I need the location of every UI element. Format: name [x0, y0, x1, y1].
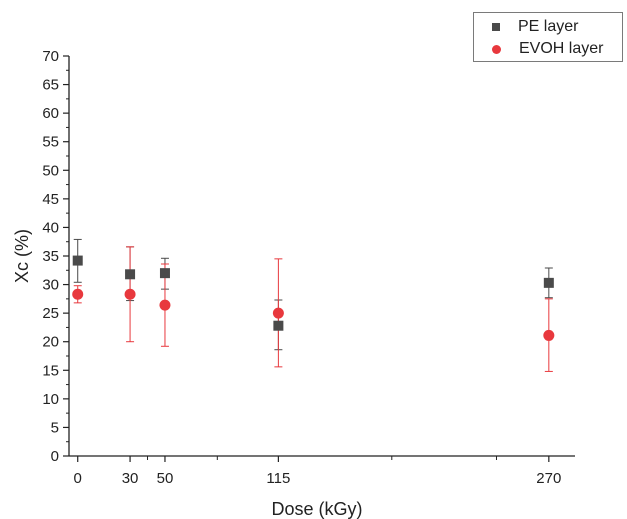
y-tick-label: 25: [42, 305, 59, 322]
evoh-point: [72, 288, 84, 300]
square-marker-icon: [492, 23, 500, 31]
legend: PE layer EVOH layer: [473, 12, 623, 62]
y-tick-label: 55: [42, 134, 59, 151]
pe-point: [273, 320, 284, 331]
y-tick-label: 15: [42, 362, 59, 379]
evoh-point: [124, 288, 136, 300]
x-tick-label: 115: [266, 470, 290, 487]
y-tick-label: 0: [51, 448, 59, 465]
y-tick-label: 45: [42, 191, 59, 208]
x-tick-label: 0: [74, 470, 82, 487]
legend-label: PE layer: [518, 18, 579, 35]
legend-item-evoh: EVOH layer: [474, 38, 603, 60]
pe-point: [159, 268, 170, 279]
x-tick-label: 30: [122, 470, 139, 487]
y-tick-label: 35: [42, 248, 59, 265]
data-marks: [72, 238, 555, 372]
y-axis-label: Xc (%): [12, 229, 32, 283]
y-tick-label: 65: [42, 77, 59, 94]
y-tick-label: 60: [42, 105, 59, 122]
pe-point: [543, 277, 554, 288]
axes: 0 5 10 15 20 25 30 35 40 45 50 55 60 65 70 0 30 50 115 270: [42, 48, 575, 487]
circle-marker-icon: [492, 44, 501, 54]
y-tick-label: 30: [42, 277, 59, 294]
y-tick-label: 5: [51, 419, 59, 436]
evoh-point: [159, 299, 171, 311]
pe-point: [125, 269, 136, 280]
pe-point: [72, 255, 83, 266]
y-tick-label: 20: [42, 334, 59, 351]
x-tick-label: 270: [536, 470, 561, 487]
y-tick-label: 40: [42, 219, 59, 236]
y-tick-label: 50: [42, 162, 59, 179]
y-tick-label: 70: [42, 48, 59, 65]
legend-item-pe: PE layer: [474, 16, 578, 38]
evoh-point: [272, 307, 284, 319]
evoh-point: [543, 329, 555, 341]
x-tick-label: 50: [157, 470, 174, 487]
x-axis-label: Dose (kGy): [271, 499, 362, 519]
y-tick-label: 10: [42, 391, 59, 408]
legend-label: EVOH layer: [519, 40, 604, 57]
